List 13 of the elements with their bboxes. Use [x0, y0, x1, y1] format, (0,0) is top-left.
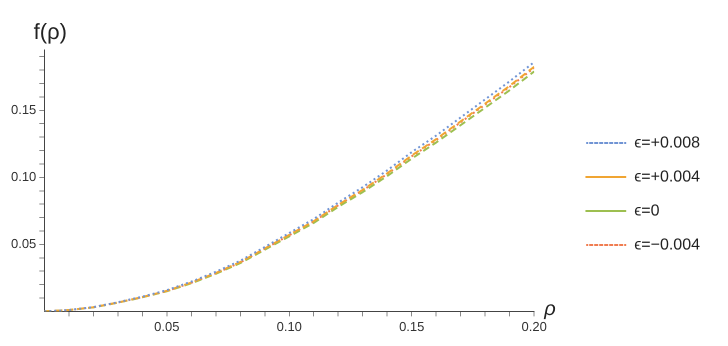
legend-label: ϵ=+0.004: [634, 168, 700, 186]
x-tick-label: 0.05: [154, 318, 180, 334]
x-tick-label: 0.15: [399, 318, 424, 334]
y-axis-title: f(ρ): [34, 19, 67, 44]
x-axis-title: ρ: [543, 298, 556, 320]
legend-label: ϵ=+0.008: [634, 134, 700, 152]
x-tick-label: 0.10: [276, 318, 302, 334]
legend-label: ϵ=0: [634, 202, 660, 220]
y-tick-label: 0.10: [10, 168, 36, 184]
legend-label: ϵ=−0.004: [634, 236, 700, 254]
y-tick-label: 0.15: [10, 102, 36, 117]
x-tick-label: 0.20: [522, 318, 547, 334]
y-tick-label: 0.05: [10, 236, 36, 251]
